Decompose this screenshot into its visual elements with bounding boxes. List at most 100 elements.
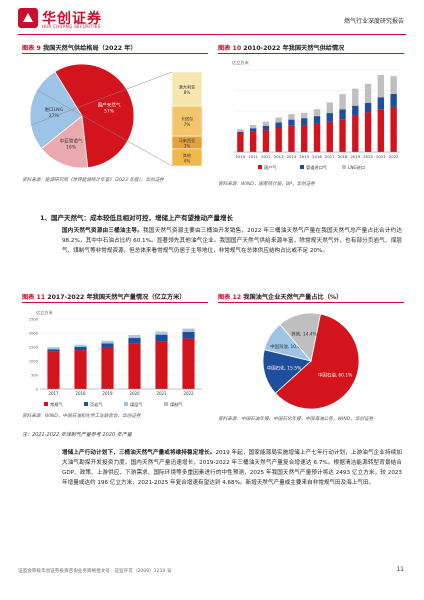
fig10-bar (275, 117, 282, 123)
fig11-tick-label: 2018 (75, 391, 86, 396)
fig9-rule (22, 53, 208, 54)
fig11-bar (74, 344, 87, 346)
fig10-bar (262, 125, 270, 131)
fig10-source: 资料来源：WIND，国家统计局，BP，华创证券 (218, 182, 315, 187)
fig11-tick-label: 2019 (102, 391, 113, 396)
fig9-slice-label: 中亚管道气 (60, 137, 83, 144)
fig10-bar (313, 109, 321, 117)
fig10-bar (313, 123, 321, 152)
fig11-legend-swatch (164, 402, 168, 406)
fig9-slice-label: 进口LNG (44, 106, 63, 113)
fig10-bar (288, 119, 295, 126)
fig11-bar (101, 343, 114, 348)
fig11-bar (101, 341, 114, 344)
fig11-bar (182, 338, 195, 389)
fig10-tick-label: 2021 (376, 154, 386, 159)
fig11-legend-swatch (124, 402, 128, 406)
fig9-sub-label: 8% (184, 90, 191, 95)
fig9-slice (54, 63, 135, 169)
fig10-bar (352, 105, 359, 116)
fig11-rule (22, 302, 208, 303)
fig11-bar (128, 338, 141, 344)
report-name: 燃气行业深度研究报告 (343, 18, 404, 25)
fig9-slice-label: 国产天然气 (98, 102, 121, 109)
fig12-slice-label: 中国海油, 10.0% (270, 343, 304, 350)
fig10-bar (377, 109, 385, 152)
fig11-y-tick: 0 (36, 388, 39, 392)
fig11-bar (47, 347, 60, 350)
fig10-bar (288, 125, 295, 152)
fig10-tick-label: 2015 (299, 154, 309, 159)
fig10-bar (275, 128, 282, 152)
fig10-rule (218, 53, 404, 54)
fig9-title: 图表 9 我国天然气供给格局（2022 年） (22, 45, 137, 52)
fig10-chart: 亿立方米 2010 2011 2012 2013 2014 2015 2016 2017 2018… (232, 59, 400, 171)
fig11-bar (182, 328, 195, 330)
section-paragraph-1: 国内天然气资源由三桶油主导。我国天然气资源主要由三桶油开发销售，2022 年三桶… (62, 228, 402, 254)
fig9-sub-label: 4% (184, 158, 191, 163)
fig10-bar (237, 129, 244, 132)
fig10-bar (339, 109, 346, 120)
fig10-tick-label: 2016 (312, 154, 322, 159)
fig11-legend-label: 页岩气 (90, 401, 103, 408)
fig11-bar (74, 347, 87, 351)
fig11-legend-label: 常规气 (50, 401, 63, 408)
brand-name-en: HUA CHUANG SECURITIES (42, 24, 101, 29)
fig10-bar (377, 74, 385, 98)
fig9-sub-segment (171, 71, 203, 107)
fig12-slice-label: 中国石化, 15.5% (267, 364, 301, 371)
fig10-bar (237, 132, 244, 152)
fig9-slice-label: 27% (49, 113, 60, 119)
fig12-slice (262, 349, 312, 394)
fig10-tick-label: 2017 (325, 154, 335, 159)
fig11-tick-label: 2020 (129, 391, 140, 396)
fig10-bar (352, 88, 359, 106)
fig9-sub-label: 卡塔尔 (181, 116, 194, 123)
fig9-connector (30, 71, 173, 126)
fig11-bar (128, 336, 141, 339)
fig10-tick-label: 2020 (363, 154, 373, 159)
fig10-bar (364, 83, 372, 104)
fig10-tick-label: 2011 (248, 154, 258, 159)
fig11-y-tick: 2000 (29, 332, 39, 336)
section-title: 1、国产天然气：成本较低且相对可控，增储上产有望推动产量增长 (40, 214, 234, 222)
fig10-tick-label: 2013 (274, 154, 284, 159)
fig10-unit: 亿立方米 (232, 59, 250, 66)
page-number: 11 (396, 566, 404, 573)
brand-logo-icon (18, 8, 38, 28)
fig10-bar (352, 115, 359, 152)
fig9-sub-segment (171, 105, 203, 137)
fig10-bar (288, 114, 295, 120)
fig11-bar (47, 347, 60, 348)
fig11-source: 资料来源：WIND，中国石油和化学工业联合会，华创证券 (22, 414, 141, 419)
fig10-bar (249, 124, 257, 129)
fig10-bar (364, 112, 372, 152)
fig10-bar (249, 128, 257, 132)
fig11-bar (47, 351, 60, 389)
header-divider (18, 34, 406, 35)
fig10-bar (339, 94, 346, 110)
fig11-legend-label: 煤制气 (170, 401, 183, 408)
fig9-slice-label: 16% (66, 144, 77, 150)
fig11-legend-swatch (84, 402, 88, 406)
fig11-bar (128, 343, 141, 389)
fig11-y-tick: 1500 (29, 346, 39, 350)
fig9-slice (40, 115, 89, 169)
footer-text: 证监会审核华创证券投资咨询业务资格批文号：证监许可（2009）1210 号 (18, 569, 172, 574)
fig12-slice (279, 312, 322, 362)
fig11-tick-label: 2017 (48, 391, 59, 396)
fig11-y-tick: 1000 (29, 360, 39, 364)
fig10-bar (301, 112, 308, 119)
fig11-bar (74, 350, 87, 389)
fig11-bar (101, 340, 114, 342)
fig11-bar (155, 332, 168, 335)
fig10-bar (275, 122, 282, 129)
fig10-legend-swatch (300, 165, 304, 169)
fig11-chart: 亿立方米 0 500 1000 1500 2000 2500 2017 2018 2019 2020… (29, 309, 202, 408)
fig10-bar (326, 121, 333, 152)
fig11-bar (101, 347, 114, 389)
fig9-sub-label: 澳大利亚 (179, 84, 196, 91)
fig11-y-tick: 500 (31, 374, 39, 378)
fig9-slice-label: 57% (104, 109, 115, 115)
fig10-tick-label: 2012 (261, 154, 271, 159)
